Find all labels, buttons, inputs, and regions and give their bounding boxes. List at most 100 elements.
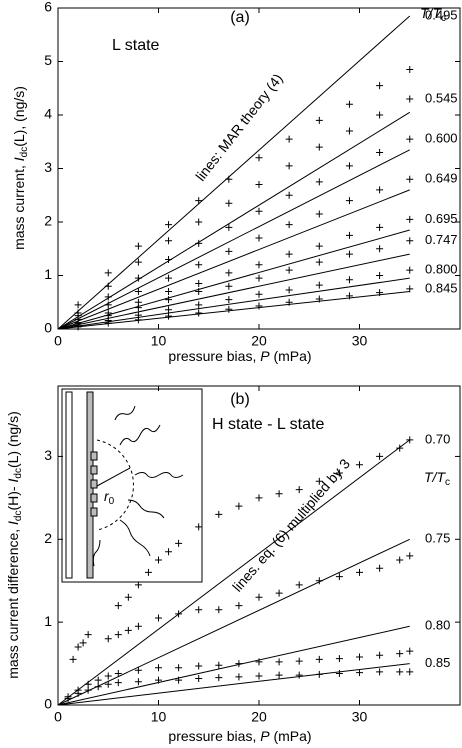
data-point: [315, 295, 323, 303]
fit-line: [57, 15, 411, 330]
inset-wall: [65, 391, 73, 579]
y-label-part: mass current,: [11, 161, 27, 250]
fit-line: [57, 277, 410, 330]
data-point: [175, 676, 183, 684]
data-point: [376, 223, 384, 231]
inset-label-part: r: [104, 488, 110, 504]
fit-label: lines. eq. (6) multiplied by 3: [229, 455, 353, 594]
data-point: [285, 135, 293, 143]
data-point: [376, 82, 384, 90]
data-point: [396, 668, 404, 676]
data-point: [134, 304, 142, 312]
series-label: 0.495: [425, 7, 458, 22]
data-point: [345, 292, 353, 300]
data-point: [165, 221, 173, 229]
fit-line: [57, 189, 410, 330]
data-point: [376, 564, 384, 572]
inset-waves: [92, 405, 184, 567]
data-point: [195, 197, 203, 205]
data-point: [285, 266, 293, 274]
data-point: [315, 477, 323, 485]
y-tick-label: 6: [44, 0, 52, 15]
fit-line: [57, 253, 410, 330]
data-point: [134, 242, 142, 250]
data-point: [275, 671, 283, 679]
data-point: [406, 266, 414, 274]
data-point: [134, 581, 142, 589]
data-point: [255, 658, 263, 666]
data-point: [376, 245, 384, 253]
data-point: [104, 672, 112, 680]
data-point: [295, 486, 303, 494]
data-point: [134, 258, 142, 266]
data-point: [255, 274, 263, 282]
data-point: [195, 606, 203, 614]
data-point: [155, 556, 162, 564]
series-label: 0.845: [425, 280, 458, 295]
panel-label: (b): [230, 391, 250, 408]
legend-title: T/Tc: [424, 469, 450, 488]
y-tick-label: 0: [44, 696, 52, 712]
inset: r0: [61, 388, 203, 583]
data-point: [94, 676, 102, 684]
data-point: [114, 602, 122, 610]
x-tick-label: 30: [352, 709, 368, 725]
data-point: [396, 444, 404, 452]
data-point: [345, 127, 353, 135]
data-point: [74, 323, 82, 331]
data-point: [175, 664, 183, 672]
data-point: [175, 610, 183, 618]
inset-radius: [96, 467, 131, 487]
inset-frame: [61, 388, 203, 583]
data-point: [94, 683, 102, 691]
data-point: [195, 662, 203, 670]
y-label-sub: dc: [13, 510, 24, 521]
fit-label: lines: MAR theory (4): [192, 70, 286, 183]
data-point: [195, 218, 203, 226]
data-point: [165, 312, 173, 320]
data-point: [195, 261, 203, 269]
x-axis-label: pressure bias, P (mPa): [168, 728, 311, 744]
data-point: [255, 234, 263, 242]
data-point: [64, 694, 72, 702]
data-point: [195, 288, 203, 296]
legend-title-part: T/T: [420, 5, 442, 21]
data-point: [255, 261, 263, 269]
data-point: [165, 296, 173, 304]
data-point: [225, 269, 233, 277]
data-point: [376, 272, 384, 279]
data-point: [114, 670, 122, 678]
state-label: H state - L state: [212, 416, 324, 433]
data-point: [215, 674, 223, 682]
data-point: [335, 670, 343, 678]
data-point: [195, 239, 203, 247]
x-tick-label: 20: [251, 333, 267, 349]
data-point: [285, 221, 293, 229]
data-point: [104, 293, 112, 301]
data-point: [345, 197, 353, 205]
y-axis-label: mass current, Idc(L), (ng/s): [11, 86, 30, 250]
series-label: 0.695: [425, 211, 458, 226]
data-point: [235, 502, 243, 510]
data-point: [285, 250, 293, 258]
data-point: [356, 461, 363, 469]
fit-line: [57, 149, 410, 330]
y-tick-label: 3: [44, 159, 52, 175]
data-point: [345, 250, 353, 258]
y-tick-label: 1: [44, 266, 52, 282]
data-point: [225, 296, 233, 304]
data-point: [255, 181, 263, 189]
data-point: [84, 686, 92, 694]
data-point: [195, 523, 203, 531]
x-label-part: (mPa): [270, 728, 312, 744]
x-tick-label: 0: [54, 709, 62, 725]
data-point: [155, 664, 162, 672]
data-point: [74, 689, 82, 697]
data-point: [406, 175, 414, 183]
data-point: [295, 657, 303, 665]
data-point: [175, 539, 183, 547]
fit-line: [57, 538, 410, 706]
y-tick-label: 5: [44, 52, 52, 68]
data-point: [195, 674, 203, 682]
data-point: [114, 631, 122, 639]
